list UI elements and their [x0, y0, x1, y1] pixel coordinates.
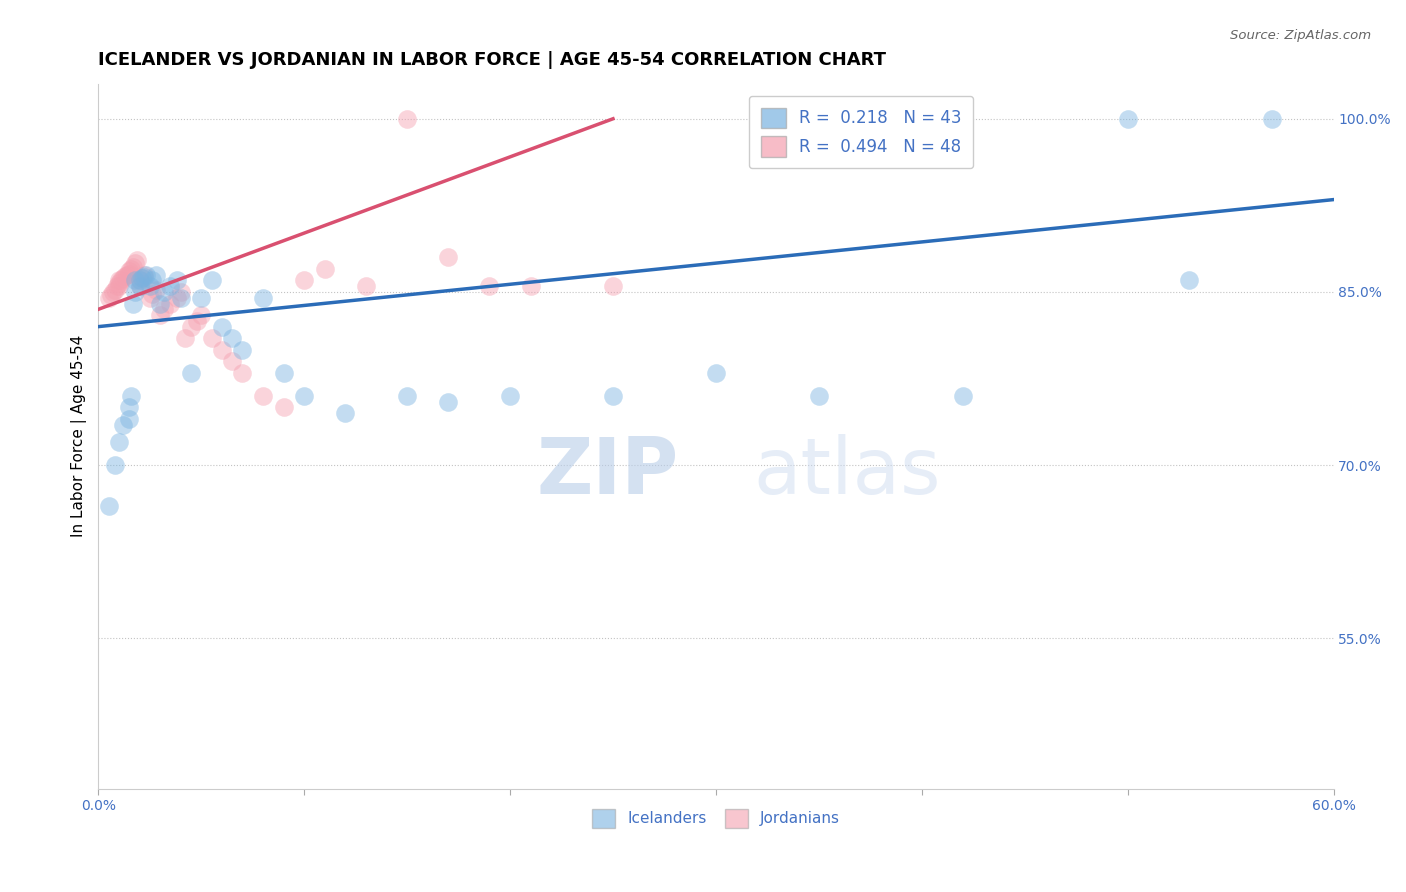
Point — [211, 343, 233, 357]
Point — [108, 279, 131, 293]
Text: atlas: atlas — [754, 434, 941, 509]
Point — [114, 268, 136, 283]
Y-axis label: In Labor Force | Age 45-54: In Labor Force | Age 45-54 — [72, 335, 87, 538]
Point — [159, 296, 181, 310]
Point — [190, 291, 212, 305]
Legend: Icelanders, Jordanians: Icelanders, Jordanians — [586, 803, 846, 834]
Point — [273, 401, 295, 415]
Point — [104, 458, 127, 473]
Point — [478, 279, 501, 293]
Point — [354, 279, 377, 293]
Point — [519, 279, 541, 293]
Point — [292, 273, 315, 287]
Point — [1178, 273, 1201, 287]
Point — [807, 389, 830, 403]
Point — [173, 331, 195, 345]
Point — [118, 401, 141, 415]
Point — [120, 261, 142, 276]
Point — [704, 366, 727, 380]
Point — [335, 406, 357, 420]
Point — [186, 314, 208, 328]
Point — [221, 331, 243, 345]
Point — [153, 285, 176, 299]
Point — [149, 308, 172, 322]
Point — [132, 268, 155, 282]
Point — [128, 279, 150, 293]
Point — [101, 285, 124, 299]
Point — [952, 389, 974, 403]
Point — [128, 273, 150, 287]
Point — [104, 283, 127, 297]
Point — [124, 273, 146, 287]
Point — [252, 389, 274, 403]
Point — [153, 302, 176, 317]
Point — [159, 279, 181, 293]
Point — [110, 273, 132, 287]
Point — [115, 268, 138, 282]
Point — [145, 283, 167, 297]
Point — [499, 389, 522, 403]
Point — [211, 319, 233, 334]
Point — [1261, 112, 1284, 126]
Point — [396, 112, 419, 126]
Point — [108, 435, 131, 450]
Point — [170, 291, 193, 305]
Point — [437, 250, 460, 264]
Point — [132, 270, 155, 285]
Point — [112, 417, 135, 432]
Point — [118, 267, 141, 281]
Point — [396, 389, 419, 403]
Point — [108, 273, 131, 287]
Point — [118, 412, 141, 426]
Point — [190, 308, 212, 322]
Point — [273, 366, 295, 380]
Point — [200, 331, 222, 345]
Point — [108, 276, 131, 290]
Point — [252, 291, 274, 305]
Point — [200, 273, 222, 287]
Point — [128, 273, 150, 287]
Point — [122, 260, 145, 274]
Point — [292, 389, 315, 403]
Point — [131, 271, 153, 285]
Point — [139, 279, 162, 293]
Text: ZIP: ZIP — [537, 434, 679, 509]
Point — [128, 279, 150, 293]
Point — [314, 261, 336, 276]
Point — [602, 389, 624, 403]
Point — [135, 268, 157, 282]
Point — [120, 389, 142, 403]
Point — [112, 271, 135, 285]
Point — [141, 287, 163, 301]
Point — [124, 285, 146, 299]
Point — [170, 285, 193, 299]
Point — [105, 279, 128, 293]
Text: ICELANDER VS JORDANIAN IN LABOR FORCE | AGE 45-54 CORRELATION CHART: ICELANDER VS JORDANIAN IN LABOR FORCE | … — [98, 51, 886, 69]
Point — [437, 394, 460, 409]
Point — [180, 319, 202, 334]
Point — [149, 296, 172, 310]
Point — [127, 252, 149, 267]
Point — [166, 291, 188, 305]
Point — [231, 343, 253, 357]
Point — [180, 366, 202, 380]
Point — [141, 273, 163, 287]
Point — [145, 268, 167, 282]
Text: Source: ZipAtlas.com: Source: ZipAtlas.com — [1230, 29, 1371, 43]
Point — [231, 366, 253, 380]
Point — [602, 279, 624, 293]
Point — [124, 256, 146, 270]
Point — [122, 296, 145, 310]
Point — [118, 264, 141, 278]
Point — [97, 499, 120, 513]
Point — [97, 291, 120, 305]
Point — [1116, 112, 1139, 126]
Point — [100, 288, 122, 302]
Point — [131, 271, 153, 285]
Point — [139, 291, 162, 305]
Point — [166, 273, 188, 287]
Point — [221, 354, 243, 368]
